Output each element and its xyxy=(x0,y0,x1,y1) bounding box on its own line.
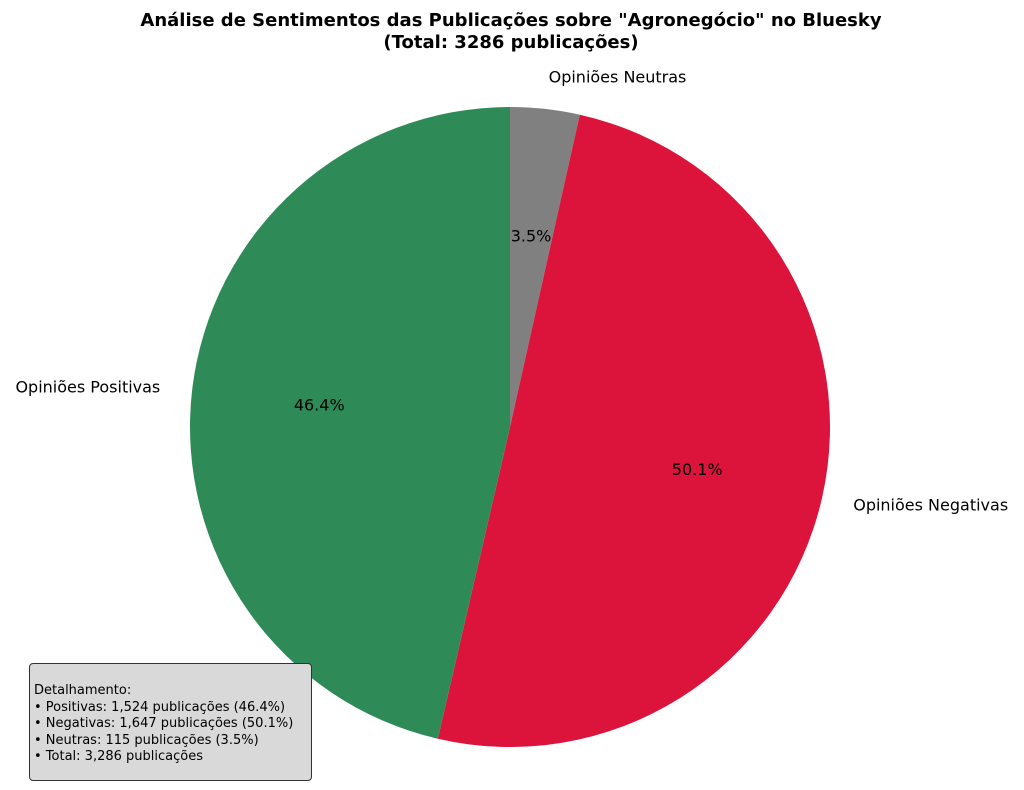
slice-label-opinioes-negativas: Opiniões Negativas xyxy=(853,496,1008,515)
pie-slice-opinioes-positivas xyxy=(189,107,510,739)
pie-labels: Opiniões Neutras 3.5% Opiniões Negativas 50… xyxy=(15,68,1008,515)
slice-label-opinioes-positivas: Opiniões Positivas xyxy=(15,378,160,397)
pie-slice-opinioes-neutras xyxy=(510,107,580,427)
pie-slices xyxy=(189,107,830,747)
chart-title: Análise de Sentimentos das Publicações s… xyxy=(140,10,881,31)
details-heading: Detalhamento: xyxy=(34,683,132,698)
pie-slice-opinioes-negativas xyxy=(437,114,830,747)
slice-percent-opinioes-positivas: 46.4% xyxy=(294,396,345,415)
details-line-negativas: • Negativas: 1,647 publicações (50.1%) xyxy=(34,716,294,731)
slice-percent-opinioes-neutras: 3.5% xyxy=(511,227,552,246)
slice-percent-opinioes-negativas: 50.1% xyxy=(672,460,723,479)
chart-subtitle: (Total: 3286 publicações) xyxy=(383,32,638,53)
slice-label-opinioes-neutras: Opiniões Neutras xyxy=(549,68,687,87)
details-line-total: • Total: 3,286 publicações xyxy=(34,749,203,764)
details-box: Detalhamento: • Positivas: 1,524 publica… xyxy=(29,663,312,781)
details-line-positivas: • Positivas: 1,524 publicações (46.4%) xyxy=(34,699,286,715)
details-line-neutras: • Neutras: 115 publicações (3.5%) xyxy=(34,732,259,748)
